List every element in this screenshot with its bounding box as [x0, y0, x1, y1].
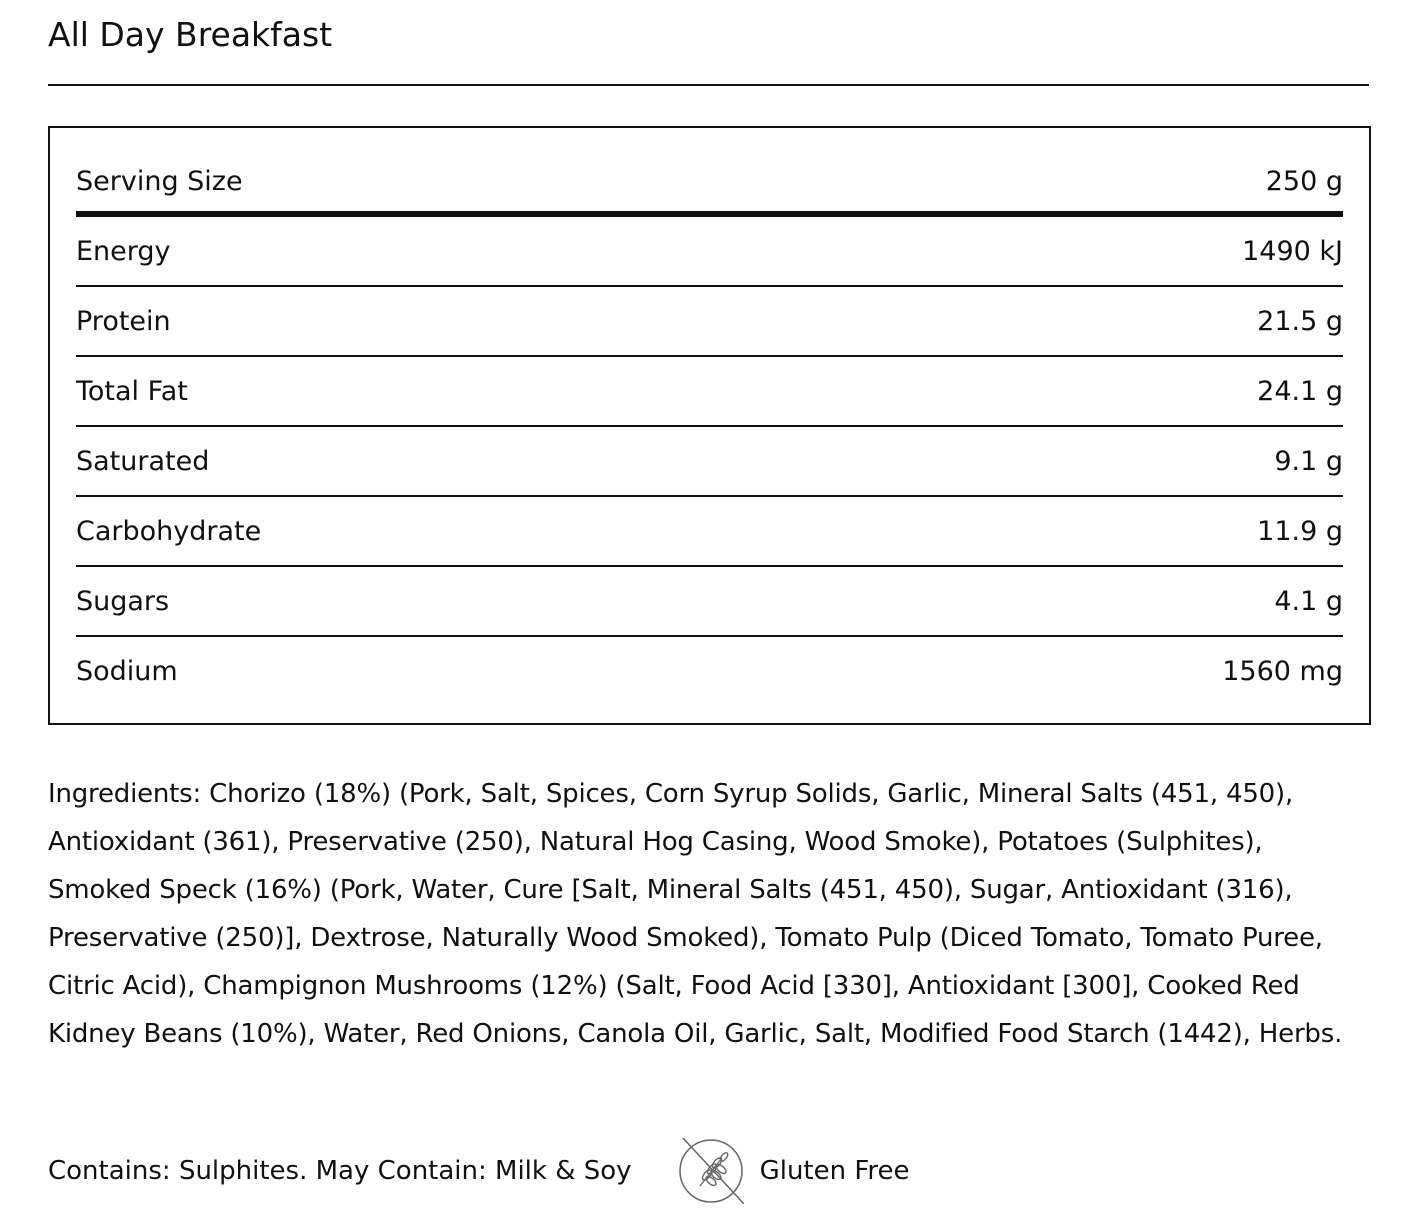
nutrient-label: Energy [76, 235, 171, 267]
nutrient-label: Saturated [76, 445, 210, 477]
serving-size-row: Serving Size 250 g [76, 128, 1343, 217]
nutrient-value: 9.1 g [1274, 445, 1343, 477]
nutrient-row: Sugars 4.1 g [76, 565, 1343, 635]
ingredients-list: Chorizo (18%) (Pork, Salt, Spices, Corn … [48, 779, 1343, 1049]
serving-size-value: 250 g [1265, 166, 1343, 197]
allergen-statement: Contains: Sulphites. May Contain: Milk &… [48, 1156, 632, 1186]
gluten-free-label: Gluten Free [759, 1156, 910, 1186]
nutrient-label: Total Fat [76, 375, 188, 407]
nutrient-row: Carbohydrate 11.9 g [76, 495, 1343, 565]
nutrition-panel: Serving Size 250 g Energy 1490 kJ Protei… [48, 126, 1371, 725]
nutrient-row: Saturated 9.1 g [76, 425, 1343, 495]
nutrient-value: 24.1 g [1257, 375, 1343, 407]
nutrient-value: 11.9 g [1257, 515, 1343, 547]
nutrient-value: 21.5 g [1257, 305, 1343, 337]
product-title: All Day Breakfast [48, 0, 1369, 86]
nutrient-label: Sodium [76, 655, 178, 687]
nutrient-row: Protein 21.5 g [76, 285, 1343, 355]
ingredients-label: Ingredients: [48, 779, 202, 809]
gluten-free-icon [678, 1137, 745, 1205]
ingredients-text: Ingredients: Chorizo (18%) (Pork, Salt, … [48, 770, 1369, 1058]
nutrient-row: Sodium 1560 mg [76, 635, 1343, 705]
nutrient-value: 1490 kJ [1242, 235, 1343, 267]
footer: Contains: Sulphites. May Contain: Milk &… [48, 1137, 910, 1205]
nutrient-label: Carbohydrate [76, 515, 262, 547]
nutrient-value: 1560 mg [1222, 655, 1343, 687]
nutrient-row: Energy 1490 kJ [76, 217, 1343, 285]
product-info: All Day Breakfast Serving Size 250 g Ene… [48, 0, 1371, 1205]
nutrient-value: 4.1 g [1274, 585, 1343, 617]
nutrition-rows: Serving Size 250 g Energy 1490 kJ Protei… [76, 128, 1343, 705]
serving-size-label: Serving Size [76, 166, 243, 197]
nutrient-label: Protein [76, 305, 171, 337]
nutrient-label: Sugars [76, 585, 170, 617]
nutrient-row: Total Fat 24.1 g [76, 355, 1343, 425]
